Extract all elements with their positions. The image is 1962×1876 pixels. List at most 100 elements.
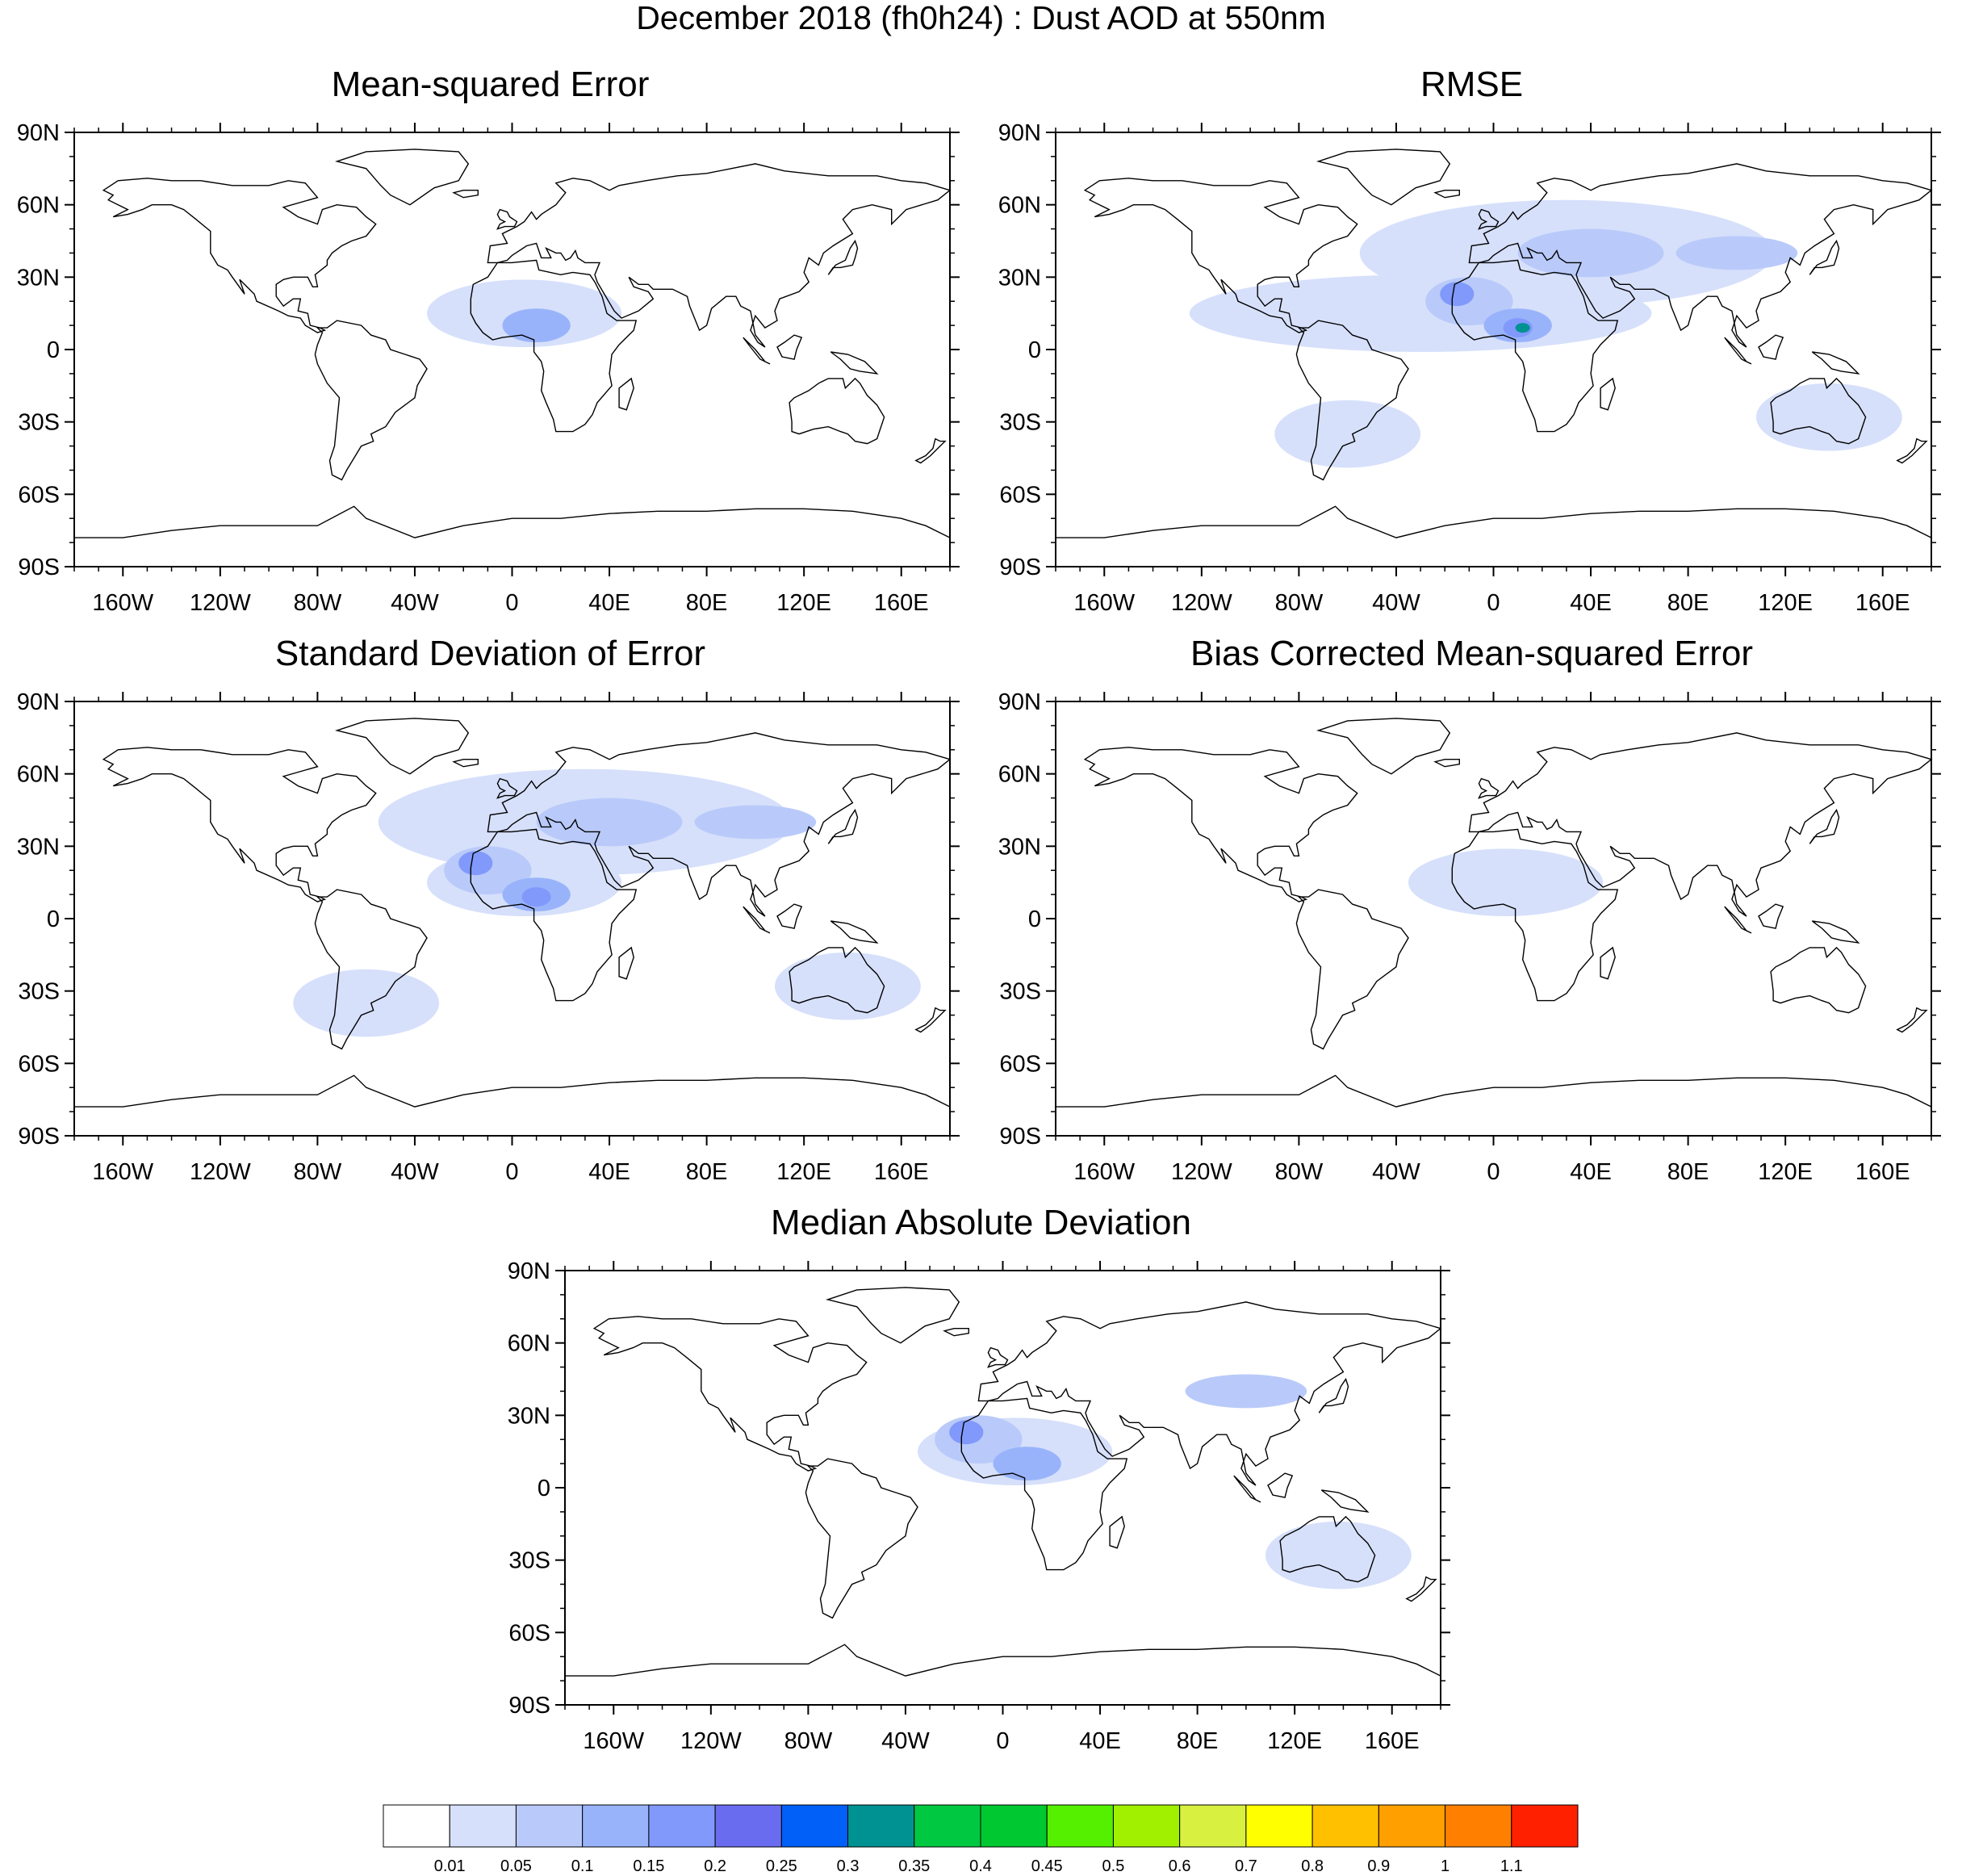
coastline-iceland <box>452 189 479 199</box>
lat-tick-label: 90N <box>17 689 60 715</box>
lat-tick-label: 0 <box>1028 337 1041 363</box>
lon-tick-label: 40E <box>588 590 630 616</box>
lon-tick-label: 160E <box>1855 590 1910 616</box>
lon-tick-label: 80E <box>686 590 728 616</box>
lat-tick-label: 90S <box>999 555 1041 580</box>
coastline-africa <box>470 259 638 433</box>
coastline-greenland <box>825 1287 960 1344</box>
coastline-antarctica <box>1056 505 1932 538</box>
colorbar-label: 0.1 <box>571 1857 594 1875</box>
lon-tick-label: 40E <box>1570 590 1612 616</box>
lon-tick-label: 120E <box>1758 590 1813 616</box>
lat-tick-label: 60N <box>17 193 60 219</box>
lon-tick-label: 80E <box>1667 590 1709 616</box>
lat-tick-label: 60N <box>17 762 60 788</box>
dust-shading <box>918 1374 1412 1589</box>
coastline-greenland <box>1316 149 1451 206</box>
coastline-australia <box>1770 377 1867 445</box>
colorbar-label: 0.5 <box>1102 1857 1125 1875</box>
coastline-japan <box>1809 239 1840 275</box>
dust-shading <box>293 768 921 1037</box>
colorbar-swatch <box>648 1804 716 1848</box>
lat-tick-label: 0 <box>538 1476 550 1501</box>
coastlines <box>1056 718 1933 1108</box>
dust-region <box>1265 1521 1412 1589</box>
lon-tick-label: 120W <box>1171 1159 1232 1185</box>
coastline-greenland <box>1316 718 1451 775</box>
dust-region <box>502 308 571 343</box>
coastline-eurasia <box>487 732 952 917</box>
dust-region <box>1515 323 1530 333</box>
colorbar-swatch <box>449 1804 517 1848</box>
coastline-australia <box>1770 946 1867 1014</box>
lon-tick-label: 80E <box>1177 1728 1219 1754</box>
panel-title: Median Absolute Deviation <box>771 1203 1191 1242</box>
colorbar-label: 0.7 <box>1235 1857 1257 1875</box>
coastline-iceland <box>1433 189 1460 199</box>
coastline-newguinea <box>1320 1489 1370 1513</box>
coastline-madagascar <box>1600 946 1616 980</box>
lat-tick-label: 90S <box>18 1124 60 1149</box>
colorbar-label: 0.25 <box>766 1857 797 1875</box>
lon-tick-label: 120E <box>776 1159 831 1185</box>
lon-tick-label: 40E <box>588 1159 630 1185</box>
lon-tick-label: 160W <box>1073 1159 1135 1185</box>
lon-tick-label: 160W <box>92 590 153 616</box>
coastline-newguinea <box>1811 920 1860 944</box>
coastlines <box>74 149 952 538</box>
map-plot: 90N 60N 30N 0 30S 60S 90S 160W 120W 80W 40W 0 40E 80E… <box>998 120 1941 616</box>
dust-region <box>774 952 921 1020</box>
lon-tick-label: 160E <box>874 1159 929 1185</box>
coastline-nz <box>1896 438 1928 464</box>
map-plot: 90N 60N 30N 0 30S 60S 90S 160W 120W 80W 40W 0 40E 80E… <box>508 1258 1450 1754</box>
coastline-japan <box>1809 808 1840 844</box>
lat-tick-label: 30S <box>18 410 60 436</box>
coastline-antarctica <box>74 1074 951 1108</box>
coastline-japan <box>827 239 859 275</box>
lat-tick-label: 30N <box>17 265 60 291</box>
lon-tick-label: 80W <box>1275 1159 1324 1185</box>
coastline-newguinea <box>830 351 879 375</box>
map-plot: 90N 60N 30N 0 30S 60S 90S 160W 120W 80W 40W 0 40E 80E… <box>998 689 1941 1185</box>
lon-tick-label: 40W <box>391 1159 439 1185</box>
dust-region <box>993 1447 1061 1481</box>
lat-tick-label: 60N <box>998 762 1041 788</box>
lon-tick-label: 40W <box>391 590 439 616</box>
coastline-uk <box>987 1346 1009 1368</box>
lon-tick-label: 120E <box>776 590 831 616</box>
panel-median-absolute-deviation: Median Absolute Deviation 90N 60N 30N 0 30S 6… <box>491 1203 1471 1776</box>
panel-rmse: RMSE 90N 60N 30N 0 30S 60S 90S 160W 120W 80W 40W 0 4… <box>981 65 1962 638</box>
lon-tick-label: 120W <box>190 590 251 616</box>
coastline-eurasia <box>1468 163 1933 348</box>
map-frame <box>73 132 951 567</box>
panel-title: Bias Corrected Mean-squared Error <box>1190 634 1753 673</box>
coastline-africa <box>1451 259 1619 433</box>
map-frame <box>1055 701 1932 1137</box>
colorbar-label: 1.1 <box>1500 1857 1523 1875</box>
lon-tick-label: 0 <box>1487 1159 1500 1185</box>
colorbar-label: 0.15 <box>633 1857 664 1875</box>
coastline-uk <box>1478 777 1500 799</box>
coastline-samerica <box>314 889 428 1050</box>
colorbar: 0.01 0.05 0.1 0.15 0.2 0.25 0.3 0.35 0.4 0.45 0.5 0… <box>383 1804 1579 1875</box>
lon-tick-label: 80E <box>1667 1159 1709 1185</box>
coastline-indonesia <box>1724 906 1752 934</box>
lon-tick-label: 80E <box>686 1159 728 1185</box>
coastline-samerica <box>314 320 428 481</box>
lon-tick-label: 160W <box>92 1159 153 1185</box>
lat-tick-label: 90S <box>508 1693 550 1719</box>
colorbar-swatch <box>1511 1804 1579 1848</box>
dust-region <box>521 887 551 907</box>
colorbar-swatch <box>1311 1804 1379 1848</box>
lat-tick-label: 30S <box>18 979 60 1005</box>
colorbar-swatch <box>780 1804 849 1848</box>
colorbar-swatch <box>1179 1804 1247 1848</box>
coastline-madagascar <box>1600 377 1616 411</box>
coastline-namerica <box>102 747 377 902</box>
lon-tick-label: 160W <box>1073 590 1135 616</box>
colorbar-swatch <box>714 1804 782 1848</box>
colorbar-swatch <box>980 1804 1048 1848</box>
panel-title: RMSE <box>1420 65 1524 104</box>
lon-tick-label: 0 <box>505 590 518 616</box>
colorbar-swatch <box>515 1804 584 1848</box>
